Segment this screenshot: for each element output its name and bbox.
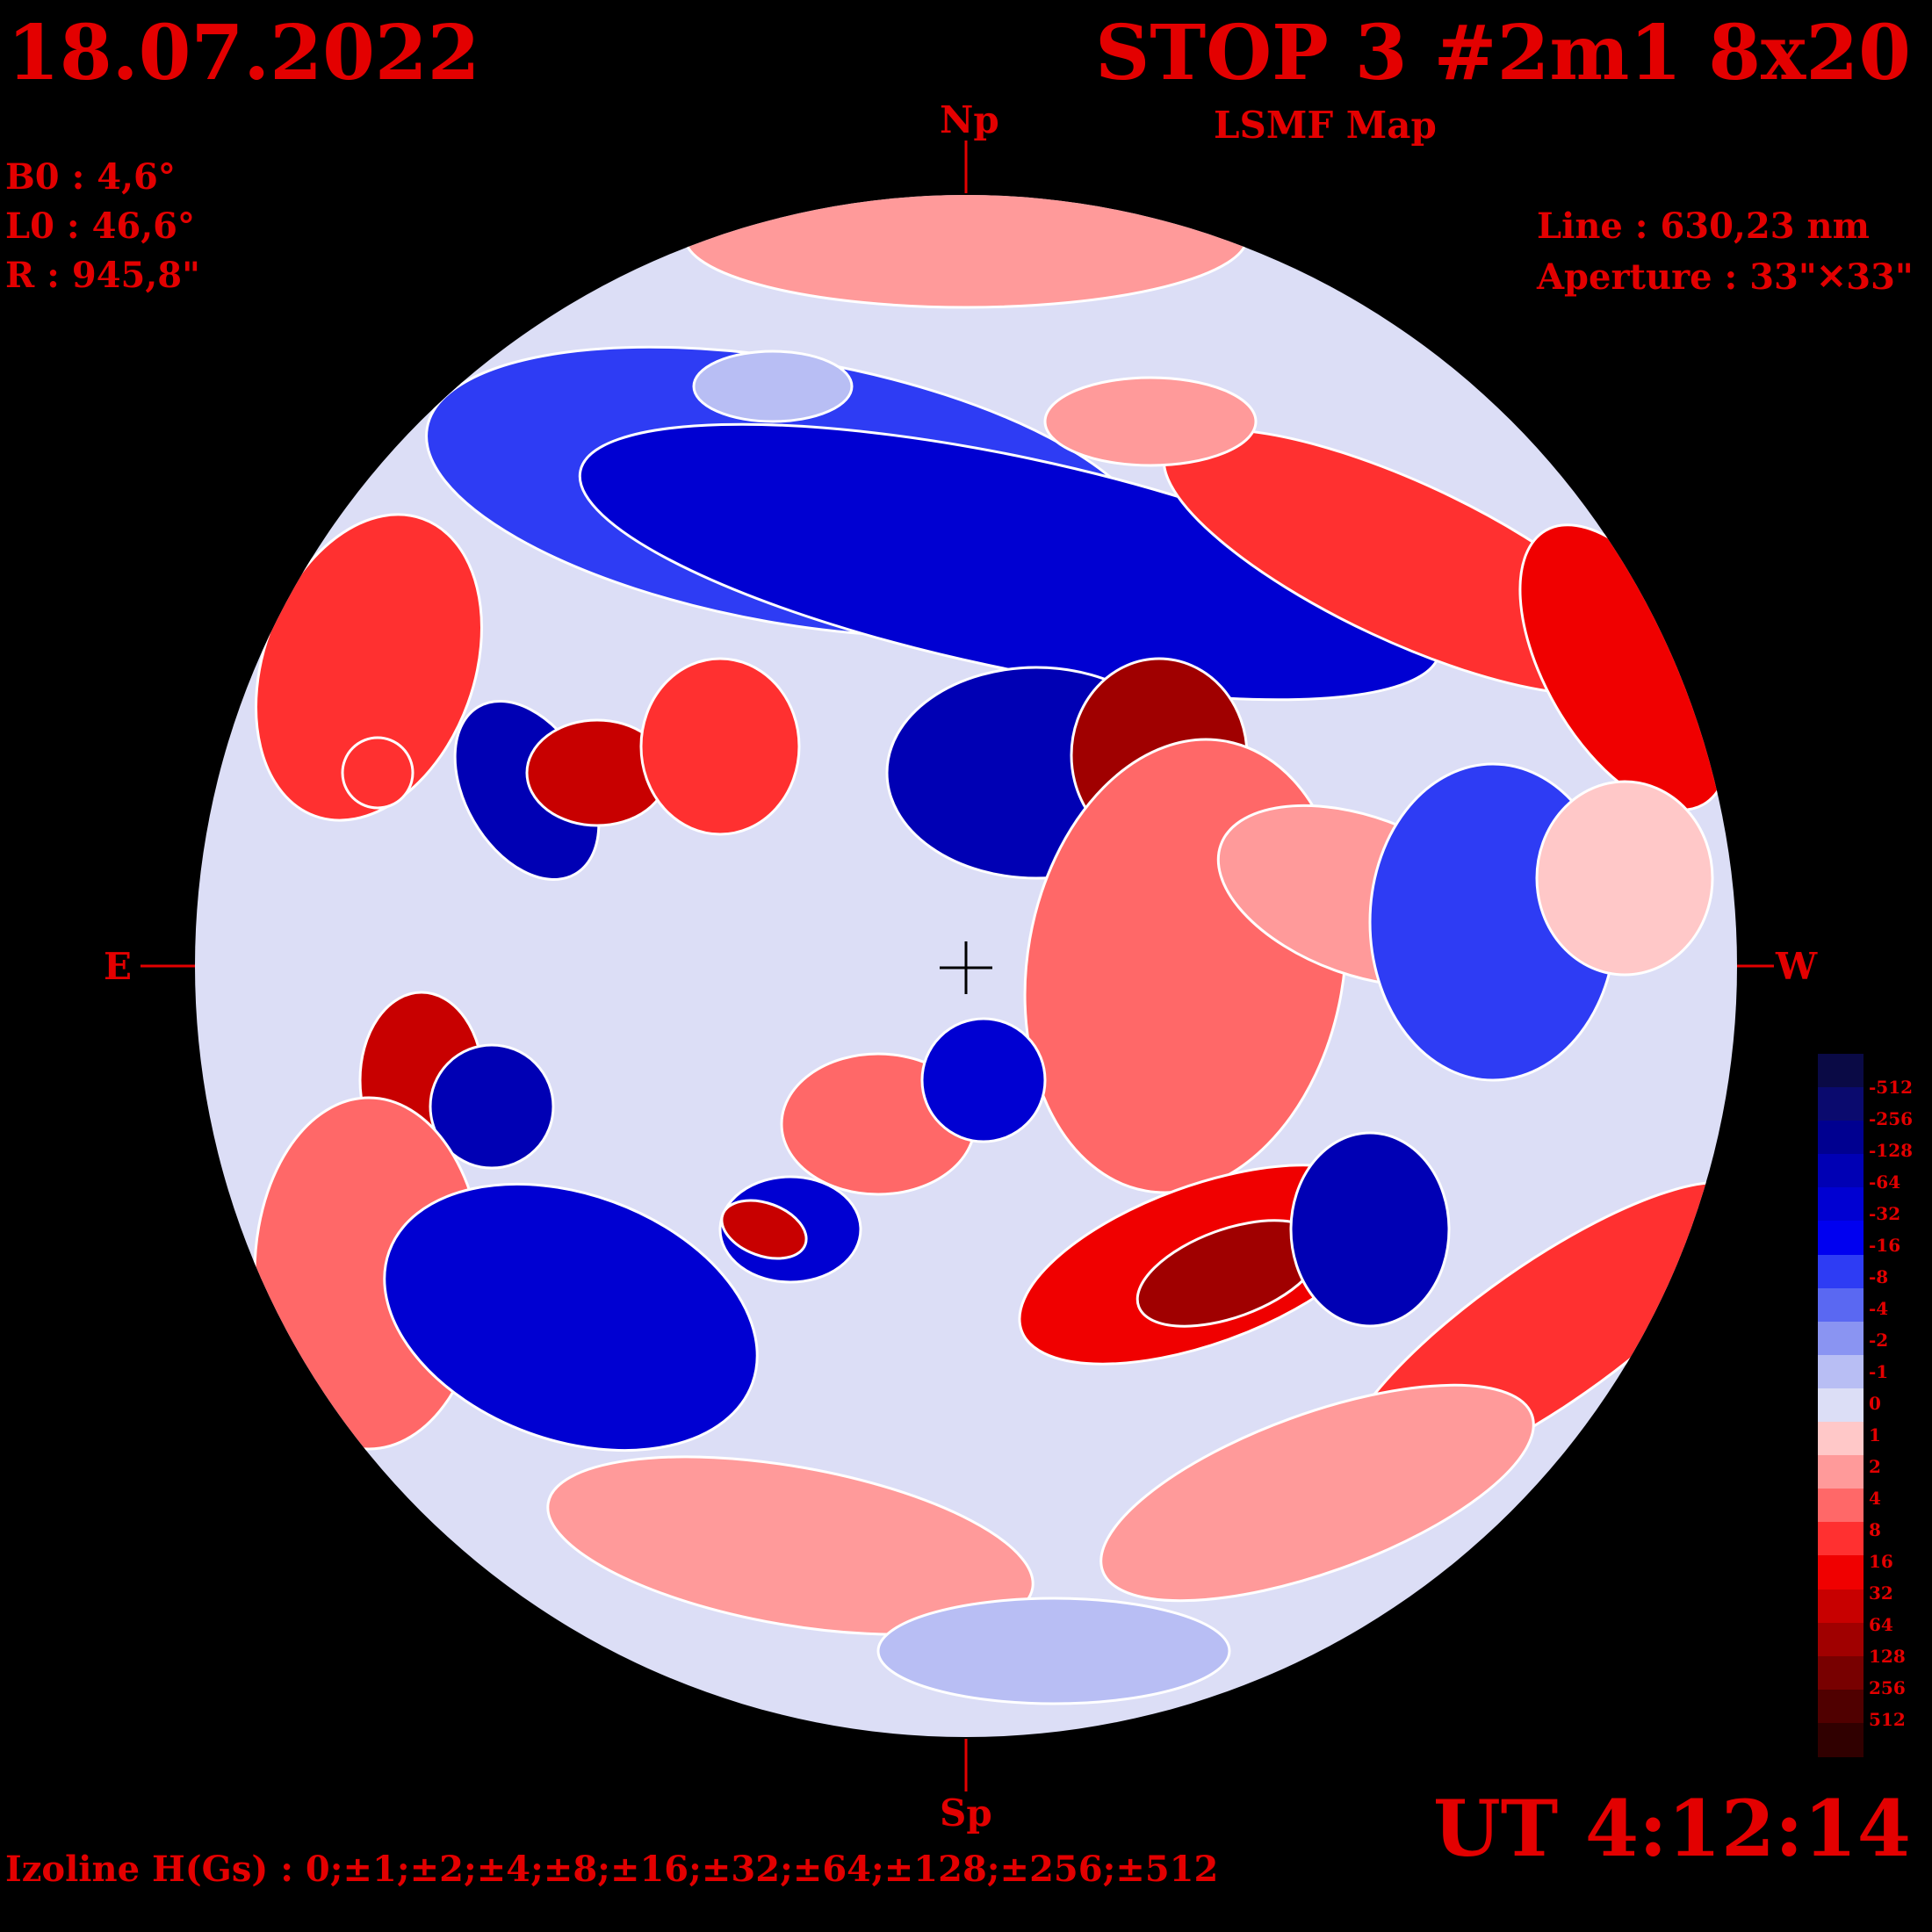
colorbar-segment [1818, 1422, 1864, 1457]
east-label: E [104, 945, 133, 988]
observation-date: 18.07.2022 [7, 9, 480, 97]
colorbar-tick-label: 64 [1869, 1614, 1893, 1635]
colorbar-tick-label: -128 [1869, 1140, 1914, 1161]
colorbar-segment [1818, 1321, 1864, 1356]
colorbar-segment [1818, 1254, 1864, 1289]
polarity-patch [1535, 780, 1714, 977]
param-aperture: Aperture : 33"✕33" [1537, 256, 1914, 298]
colorbar-tick-label: 32 [1869, 1582, 1893, 1604]
polarity-patch [383, 1182, 759, 1453]
izoline-legend: Izoline H(Gs) : 0;±1;±2;±4;±8;±16;±32;±6… [5, 1849, 1219, 1890]
colorbar-segment [1818, 1187, 1864, 1222]
colorbar-tick-label: 2 [1869, 1456, 1881, 1477]
colorbar-segment [1818, 1655, 1864, 1690]
colorbar-tick-label: -256 [1869, 1108, 1914, 1129]
colorbar-segment [1818, 1489, 1864, 1524]
colorbar-tick-label: 256 [1869, 1677, 1906, 1698]
colorbar-segment [1818, 1722, 1864, 1757]
param-radius: R : 945,8" [5, 255, 200, 296]
colorbar-segment [1818, 1555, 1864, 1590]
param-line: Line : 630,23 nm [1537, 205, 1870, 247]
colorbar-tick-label: 8 [1869, 1519, 1881, 1540]
colorbar-tick-label: 4 [1869, 1488, 1881, 1509]
colorbar-tick-label: 16 [1869, 1551, 1893, 1572]
south-pole-label: Sp [940, 1791, 992, 1835]
colorbar-segment [1818, 1154, 1864, 1189]
colorbar-segment [1818, 1622, 1864, 1657]
colorbar-tick-label: -1 [1869, 1361, 1889, 1382]
colorbar-segment [1818, 1589, 1864, 1624]
colorbar-segment [1818, 1455, 1864, 1490]
polarity-patch [1043, 376, 1258, 467]
west-label: W [1776, 945, 1818, 988]
colorbar-segment [1818, 1054, 1864, 1089]
colorbar-segment [1818, 1388, 1864, 1424]
polarity-patch [546, 1455, 1034, 1636]
colorbar-tick-label: -32 [1869, 1203, 1901, 1224]
param-l0: L0 : 46,6° [5, 205, 195, 247]
param-b0: B0 : 4,6° [5, 156, 176, 198]
polarity-patches [253, 195, 1737, 1705]
polarity-patch [341, 736, 415, 810]
north-pole-label: Np [940, 98, 999, 141]
colorbar-segment [1818, 1087, 1864, 1122]
colorbar-segment [1818, 1522, 1864, 1557]
polarity-patch [920, 1017, 1047, 1143]
colorbar-segment [1818, 1354, 1864, 1389]
colorbar-tick-label: -8 [1869, 1266, 1889, 1287]
polarity-patch [692, 350, 854, 423]
colorbar-tick-label: 128 [1869, 1646, 1906, 1667]
colorbar-tick-label: 0 [1869, 1393, 1881, 1414]
map-subtitle: LSMF Map [1214, 104, 1437, 147]
colorbar-tick-label: -2 [1869, 1330, 1889, 1351]
map-title: STOP 3 #2m1 8x20 [1095, 9, 1911, 97]
colorbar-tick-label: -512 [1869, 1077, 1914, 1098]
colorbar-tick-label: 1 [1869, 1424, 1881, 1445]
colorbar-tick-label: -4 [1869, 1298, 1889, 1319]
polarity-patch [1289, 1131, 1451, 1328]
polarity-patch [639, 657, 801, 836]
universal-time: UT 4:12:14 [1433, 1783, 1911, 1874]
colorbar-tick-label: -16 [1869, 1235, 1901, 1256]
colorbar-segment [1818, 1121, 1864, 1156]
colorbar-segment [1818, 1689, 1864, 1724]
center-crosshair [940, 941, 992, 994]
colorbar-tick-label: 512 [1869, 1709, 1906, 1730]
polarity-patch [720, 1199, 808, 1260]
colorbar-segment [1818, 1221, 1864, 1256]
polarity-patch [876, 1597, 1231, 1705]
colorbar-segment [1818, 1287, 1864, 1323]
polarity-patch [429, 1043, 555, 1170]
colorbar-tick-label: -64 [1869, 1171, 1901, 1193]
colorbar [1818, 1054, 1864, 1757]
polarity-patch [1099, 1383, 1535, 1603]
